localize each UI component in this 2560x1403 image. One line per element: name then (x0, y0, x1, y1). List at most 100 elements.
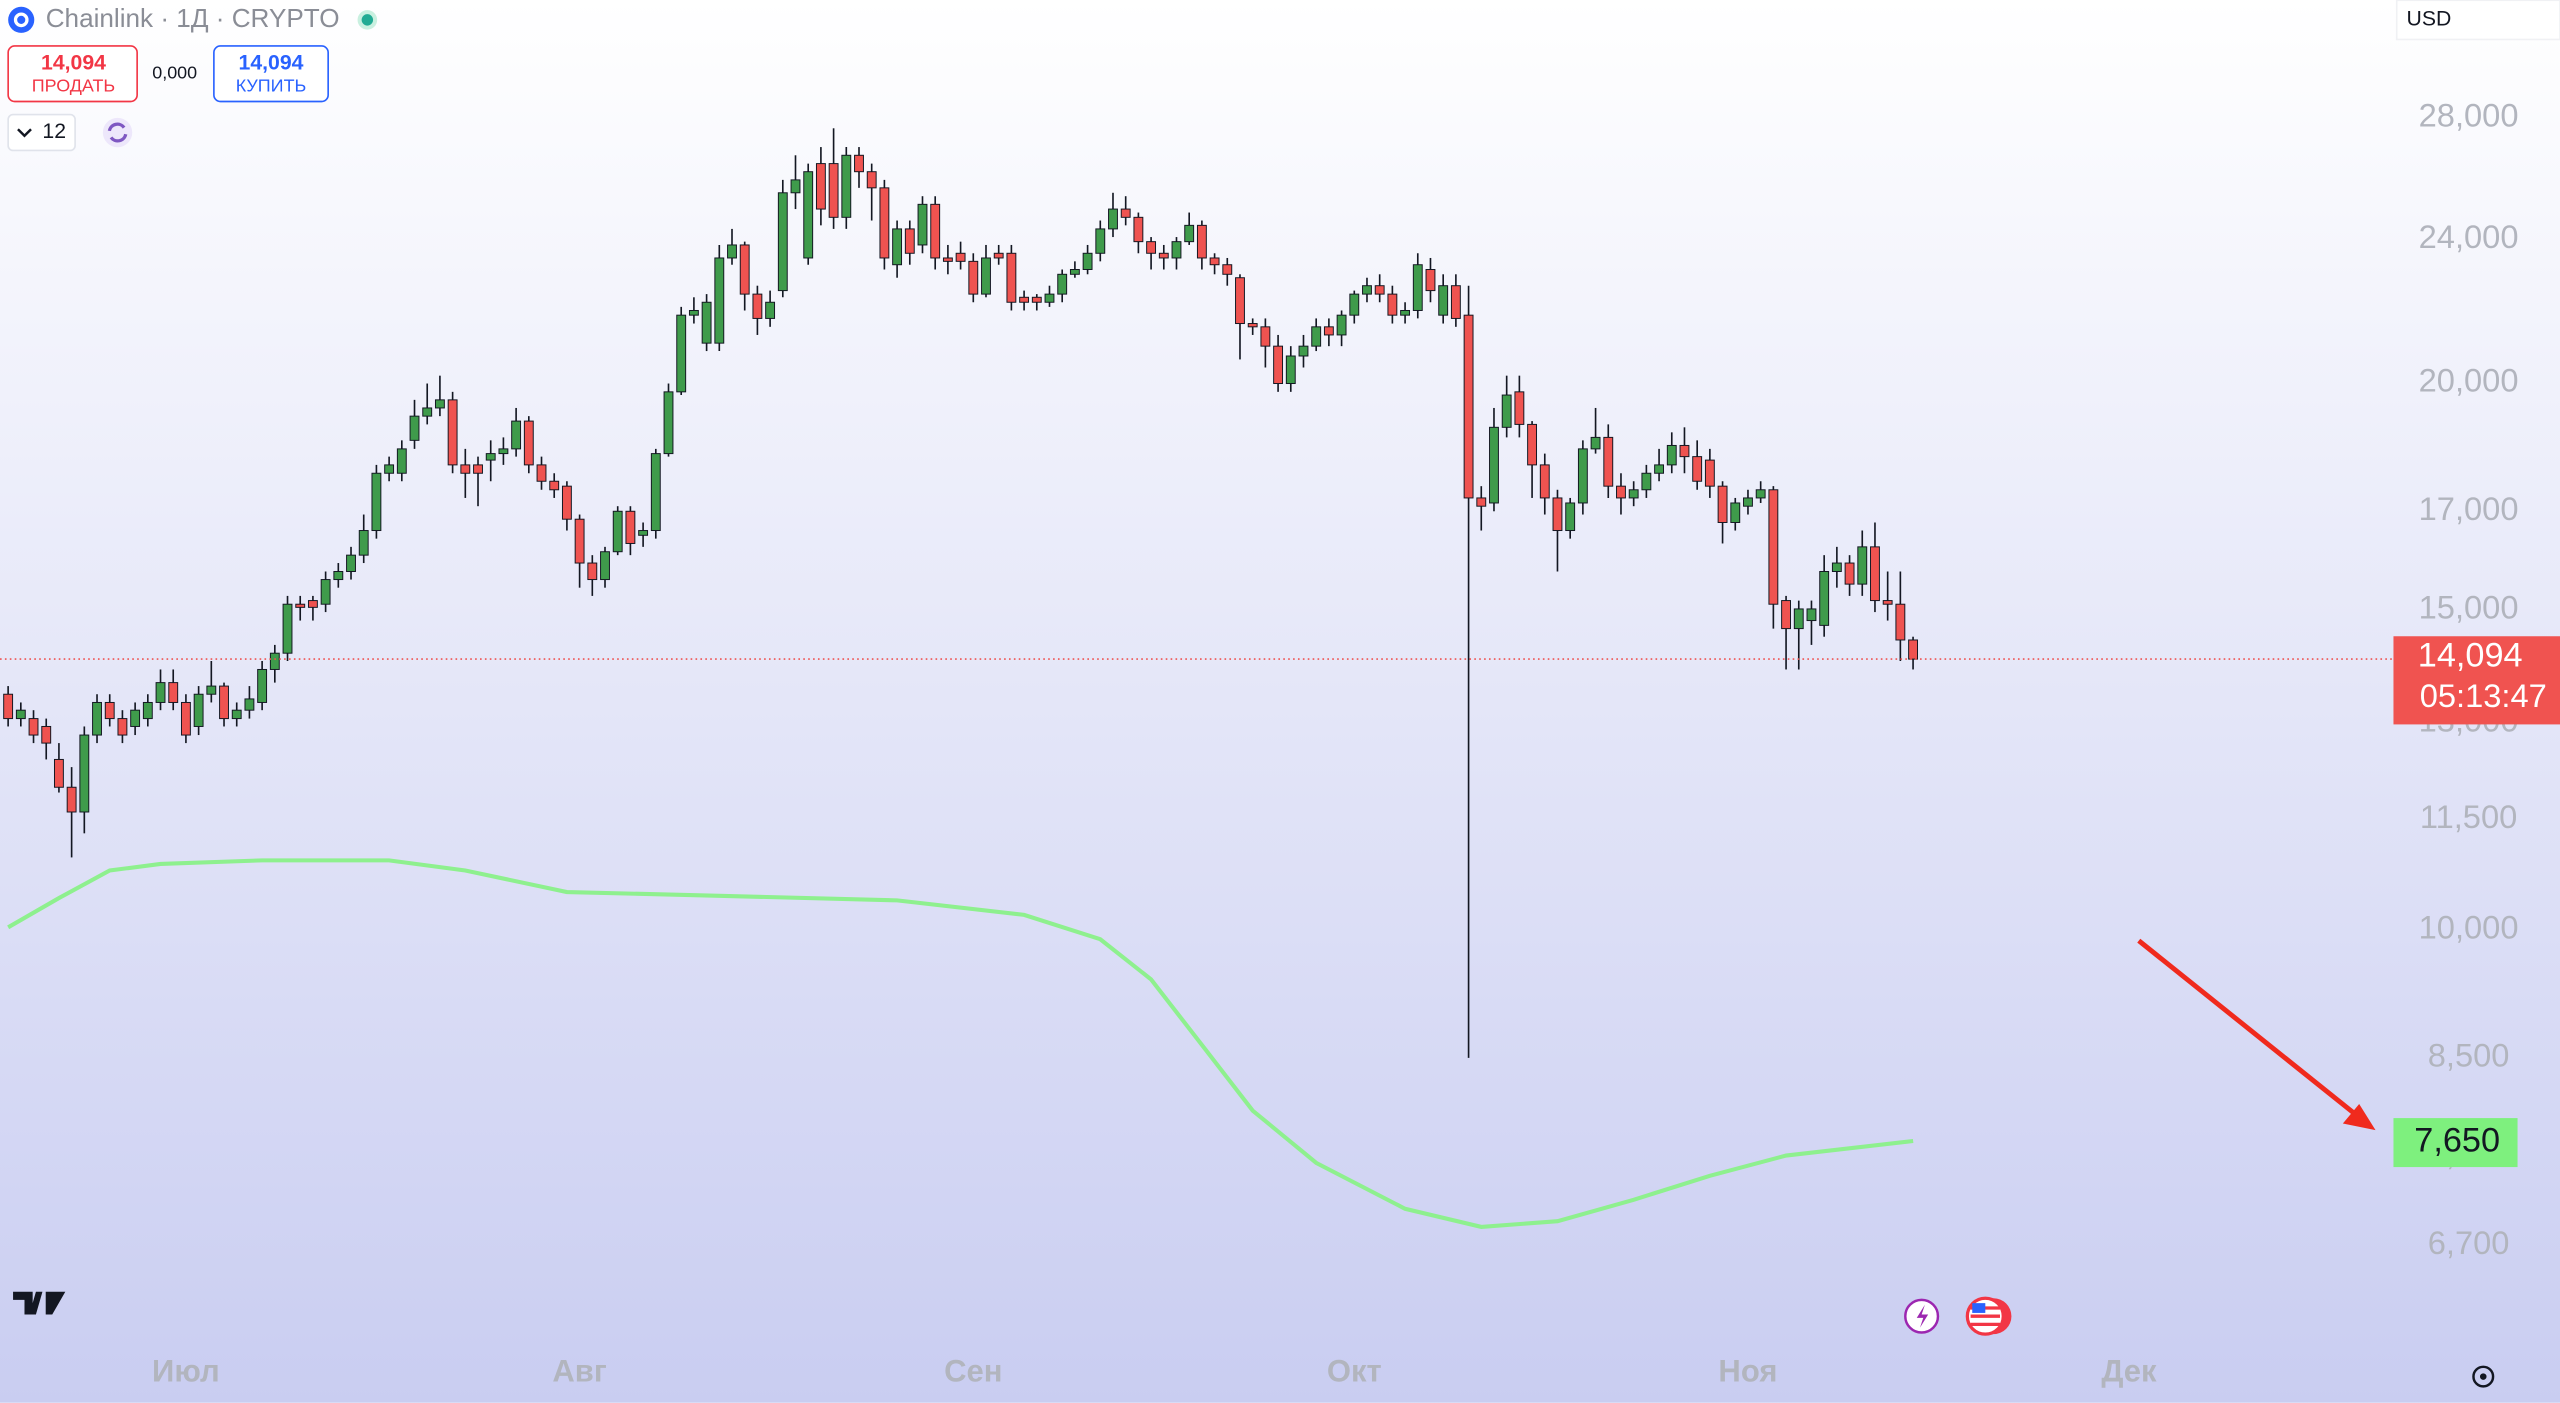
candle-body (1133, 216, 1144, 243)
sell-button[interactable] (7, 45, 138, 103)
symbol-icon (8, 6, 35, 33)
countdown: 05:13:47 (2420, 677, 2547, 714)
indicator-line (7, 858, 1914, 1229)
candle-body (752, 293, 763, 319)
candle-body (688, 309, 699, 316)
last-price-box (2393, 636, 2560, 725)
candle-body (66, 786, 77, 813)
y-tick-label: 15,000 (2419, 589, 2519, 626)
candle-body (549, 480, 560, 491)
candle-body (434, 399, 445, 409)
candle-body (1057, 273, 1068, 295)
candle-body (1450, 285, 1461, 319)
candle-body (523, 420, 534, 466)
candle-body (1184, 224, 1195, 243)
candle-body (536, 464, 547, 482)
candle-body (168, 682, 179, 703)
candle-body (727, 244, 737, 259)
candle-body (892, 228, 903, 266)
candle-body (1692, 456, 1703, 482)
x-tick-label: Окт (1327, 1354, 1382, 1389)
candle-body (942, 257, 953, 262)
candle-body (803, 171, 814, 259)
candle-body (1806, 608, 1817, 622)
candle-body (701, 301, 712, 344)
candle-body (142, 701, 153, 720)
candle-body (282, 603, 293, 654)
candle-body (1222, 264, 1233, 275)
candle-body (1844, 562, 1855, 585)
candle-body (828, 163, 839, 218)
candle-body (1857, 546, 1868, 585)
lots-value: 12 (42, 120, 66, 143)
candle-body (1501, 394, 1512, 428)
buy-button[interactable] (213, 45, 329, 103)
refresh-icon (107, 122, 128, 143)
candle-body (92, 701, 102, 736)
tv-logo[interactable] (13, 1291, 66, 1315)
lots-dropdown[interactable] (7, 113, 76, 152)
candle-body (1412, 264, 1423, 311)
settings-icon[interactable] (2472, 1365, 2495, 1388)
candle-body (422, 407, 433, 417)
candle-body (930, 203, 941, 259)
candle-body (1565, 502, 1576, 532)
candle-body (1641, 472, 1652, 491)
candle-body (1146, 241, 1157, 254)
candle-body (244, 698, 255, 711)
candle-body (1260, 326, 1271, 347)
candle-body (498, 448, 509, 455)
currency-box[interactable] (2395, 0, 2560, 41)
candle-body (1819, 571, 1830, 626)
candle-body (1476, 497, 1487, 507)
candle-body (1336, 314, 1347, 336)
candle-body (1311, 326, 1322, 347)
candle-body (130, 709, 141, 727)
candle-body (574, 518, 585, 564)
bolt (1916, 1304, 1929, 1328)
candle-body (1743, 497, 1753, 507)
candle-body (295, 603, 306, 608)
candle-body (155, 682, 166, 703)
flag-canton (1972, 1303, 1986, 1313)
currency: USD (2407, 7, 2452, 30)
candle-body (1781, 600, 1792, 630)
candle-body (968, 260, 979, 295)
candle-body (650, 453, 661, 532)
candle-body (257, 668, 268, 703)
candle-body (180, 701, 191, 736)
candle-body (1362, 285, 1372, 295)
candle-body (1628, 489, 1639, 499)
refresh-button[interactable] (102, 117, 133, 148)
candle-body (663, 391, 674, 455)
last-price-label: 14,094 (2418, 637, 2523, 675)
candle-body (1235, 277, 1245, 325)
candle-body (1552, 497, 1563, 532)
candle-body (409, 415, 420, 441)
candle-body (612, 510, 623, 553)
candle-body (28, 718, 39, 736)
y-tick-label: 17,000 (2419, 490, 2519, 527)
candle-body (866, 171, 877, 189)
candle-body (1793, 608, 1804, 630)
candle-body (1679, 444, 1690, 458)
candle-body (815, 163, 826, 210)
candle-body (1527, 423, 1538, 466)
candle-body (219, 685, 229, 720)
candle-body (511, 420, 522, 450)
y-tick-label: 20,000 (2419, 362, 2519, 399)
candle-body (1031, 296, 1042, 303)
candle-body (104, 701, 115, 720)
buy-price: 14,094 (239, 52, 304, 75)
candle-body (600, 551, 610, 581)
y-tick-label: 6,700 (2428, 1224, 2510, 1261)
candle-body (1717, 485, 1728, 523)
candle-body (638, 530, 649, 536)
candle-body (1247, 323, 1258, 328)
candle-body (1590, 436, 1601, 450)
candle-body (15, 709, 26, 720)
candle-body (1603, 436, 1614, 487)
candle-body (231, 709, 242, 720)
